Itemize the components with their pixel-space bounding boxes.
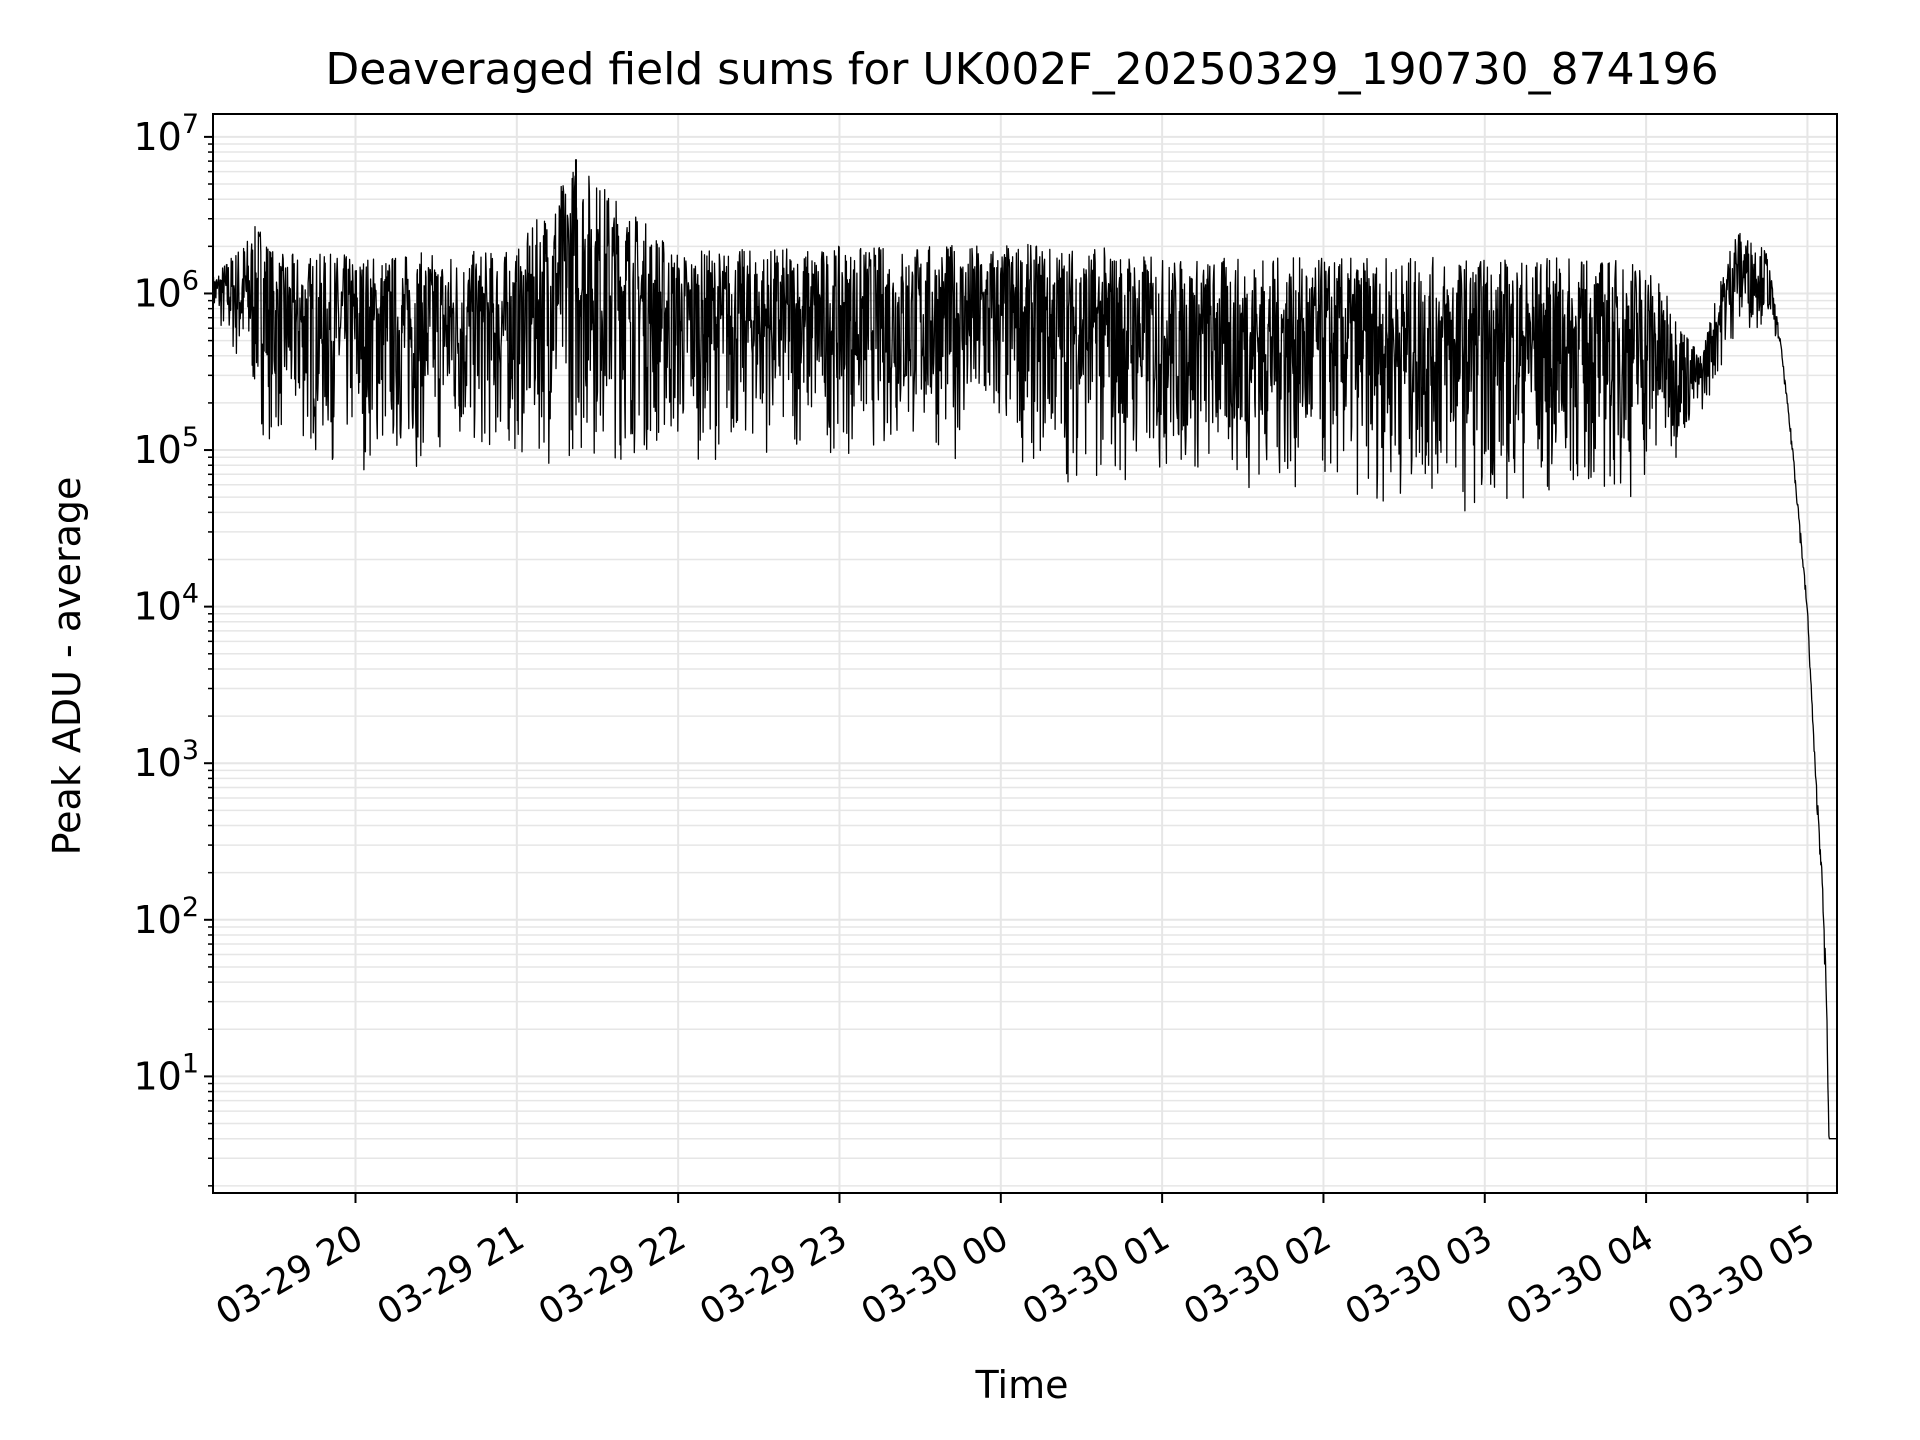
y-axis-label: Peak ADU - average [45, 477, 89, 856]
y-tick-label: 101 [133, 1048, 199, 1098]
y-tick-label: 104 [133, 579, 199, 629]
y-tick-label: 102 [133, 892, 199, 942]
series-line [212, 171, 1838, 1140]
grid-lines [213, 114, 1837, 1193]
series-group [212, 159, 1838, 1140]
chart-title: Deaveraged field sums for UK002F_2025032… [325, 44, 1718, 95]
y-tick-label: 107 [133, 109, 199, 159]
x-axis-label: Time [975, 1363, 1069, 1407]
y-tick-label: 105 [133, 422, 199, 472]
y-tick-label: 106 [133, 265, 199, 315]
plot-frame [212, 113, 1838, 1194]
y-tick-label: 103 [133, 735, 199, 785]
